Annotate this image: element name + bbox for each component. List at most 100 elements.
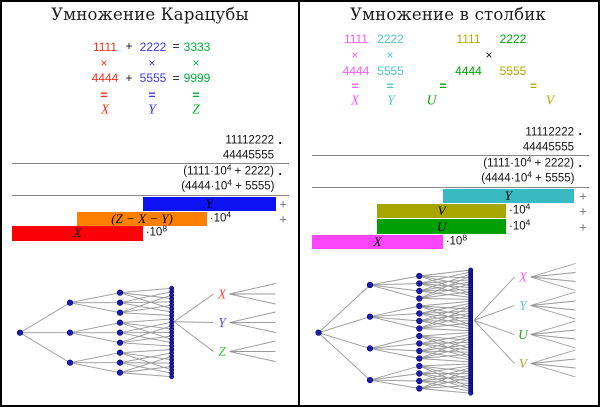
tree-edge <box>419 345 471 359</box>
tree-edge <box>419 367 471 382</box>
tree-edge <box>419 310 471 314</box>
tree-edge <box>119 301 172 304</box>
karatsuba-tree: XYZ <box>16 283 276 380</box>
karatsuba-equation-item: = <box>172 39 180 53</box>
left-panel-title: Умножение Карацубы <box>51 5 249 24</box>
tree-node <box>315 329 322 336</box>
tree-edge <box>119 322 172 330</box>
tree-edge <box>173 321 214 352</box>
tree-edge <box>419 335 471 349</box>
tree-edge <box>419 332 471 337</box>
tree-edge <box>530 320 576 335</box>
karatsuba-plus-sign: + <box>279 196 287 212</box>
tree-node <box>116 369 124 376</box>
tree-edge <box>369 379 420 382</box>
tree-edge <box>369 305 420 318</box>
tree-edge <box>419 304 471 322</box>
tree-node <box>116 319 124 326</box>
tree-edge <box>369 316 420 322</box>
karatsuba-rule <box>12 194 289 196</box>
karatsuba-product-line: (4444·104 + 5555) <box>181 177 275 193</box>
karatsuba-equation-item: 2222 <box>139 39 167 54</box>
karatsuba-equation-item: 1111 <box>92 39 118 54</box>
tree-edge <box>119 362 172 374</box>
superscript: 8 <box>462 231 468 242</box>
columnar-product-line: 11112222 <box>525 125 574 138</box>
tree-edge <box>69 352 121 364</box>
tree-edge <box>473 319 515 364</box>
columnar-bar-U: U <box>377 219 506 234</box>
tree-edge <box>419 283 471 296</box>
tree-edge <box>419 275 471 294</box>
tree-edge <box>419 373 471 390</box>
karatsuba-equation-item: × <box>192 55 200 70</box>
tree-edge <box>530 305 576 320</box>
columnar-equation-item: = <box>351 79 359 93</box>
tree-edge <box>369 316 420 329</box>
tree-edge <box>419 350 471 361</box>
karatsuba-tree-label-Y: Y <box>218 315 227 330</box>
tree-node <box>16 329 24 336</box>
tree-edge <box>530 272 576 278</box>
tree-edge <box>473 276 515 321</box>
karatsuba-equation-item: 9999 <box>183 71 211 85</box>
tree-edge <box>69 292 121 304</box>
tree-edge <box>419 302 471 314</box>
tree-edge <box>369 343 420 349</box>
tree-edge <box>69 322 121 334</box>
superscript: 4 <box>526 154 532 165</box>
columnar-equation-item: Y <box>387 91 395 107</box>
tree-node <box>416 325 423 332</box>
tree-edge <box>69 302 121 314</box>
tree-edge <box>119 302 172 313</box>
columnar-product-line: (1111·104 + 2222) <box>483 154 574 170</box>
tree-edge <box>419 300 471 307</box>
karatsuba-bar-multiplier: ·108 <box>145 223 168 239</box>
karatsuba-multiplication-dot: · <box>278 135 283 150</box>
tree-edge <box>419 281 471 292</box>
tree-edge <box>419 305 471 318</box>
tree-edge <box>419 384 471 389</box>
tree-edge <box>119 342 172 347</box>
tree-edge <box>530 305 576 311</box>
columnar-tree-label-U: U <box>518 327 529 342</box>
tree-edge <box>119 352 172 361</box>
karatsuba-bar-multiplier: ·104 <box>209 208 232 224</box>
tree-edge <box>229 293 276 305</box>
tree-edge <box>530 263 576 278</box>
karatsuba-multiplication-dot: · <box>278 166 283 181</box>
superscript: 4 <box>226 162 232 173</box>
tree-edge <box>530 358 576 364</box>
columnar-equation-item: U <box>426 91 437 107</box>
tree-edge <box>419 380 471 392</box>
karatsuba-bar-Y: Y <box>142 196 276 211</box>
tree-edge <box>419 363 471 367</box>
tree-edge <box>318 316 371 334</box>
tree-node <box>116 329 124 336</box>
tree-edge <box>419 320 471 330</box>
tree-edge <box>419 336 471 352</box>
tree-edge <box>419 283 471 299</box>
tree-node <box>116 289 124 296</box>
tree-edge <box>369 313 420 318</box>
tree-node <box>116 339 124 346</box>
tree-edge <box>419 369 471 389</box>
karatsuba-equation-item: 4444 <box>91 71 119 85</box>
tree-edge <box>419 275 471 287</box>
tree-edge <box>229 340 276 352</box>
columnar-equation-item: 4444 <box>455 64 482 79</box>
columnar-equation-item: 2222 <box>377 32 404 47</box>
tree-edge <box>119 292 172 299</box>
tree-edge <box>419 358 471 363</box>
karatsuba-equation-item: × <box>148 55 156 70</box>
tree-node <box>416 347 423 355</box>
tree-node <box>66 299 74 306</box>
tree-edge <box>419 328 471 332</box>
tree-node <box>416 280 423 287</box>
tree-edge <box>419 343 471 359</box>
tree-edge <box>530 349 576 364</box>
tree-edge <box>229 311 276 323</box>
tree-edge <box>419 365 471 380</box>
tree-edge <box>419 335 471 357</box>
tree-edge <box>119 294 172 314</box>
